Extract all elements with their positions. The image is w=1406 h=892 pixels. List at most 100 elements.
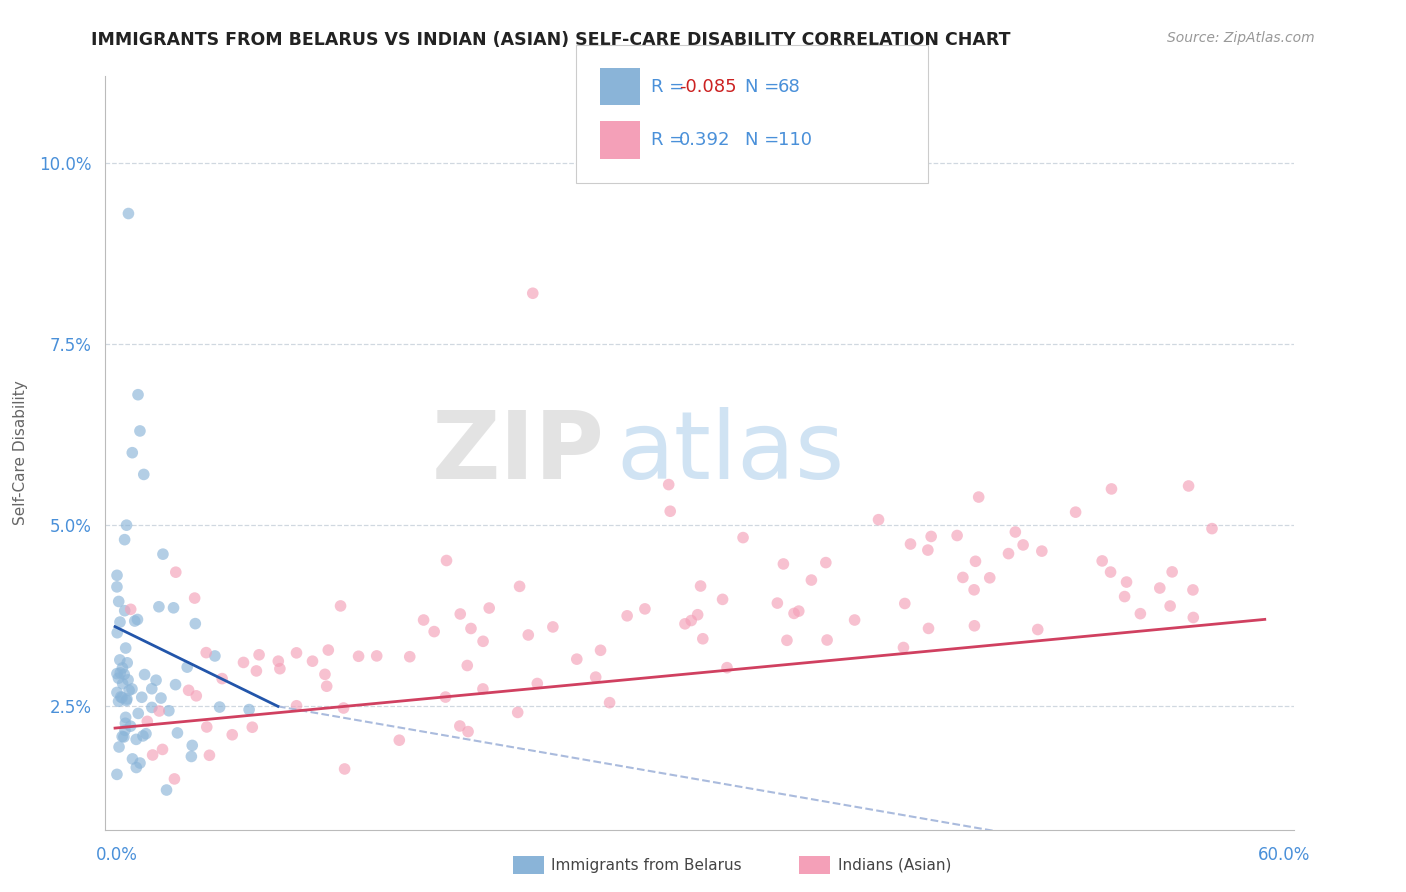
Point bbox=[114, 604, 136, 618]
Text: Immigrants from Belarus: Immigrants from Belarus bbox=[551, 858, 742, 872]
Point bbox=[135, 727, 157, 741]
Point bbox=[134, 667, 156, 681]
Point bbox=[127, 387, 149, 401]
Text: -0.085: -0.085 bbox=[679, 78, 737, 95]
Point bbox=[131, 690, 153, 705]
Point bbox=[1012, 538, 1035, 552]
Point bbox=[658, 477, 681, 491]
Point bbox=[478, 601, 501, 615]
Point bbox=[120, 602, 142, 616]
Point bbox=[711, 592, 734, 607]
Point bbox=[110, 690, 132, 704]
Point bbox=[121, 446, 143, 460]
Point bbox=[115, 656, 138, 670]
Point bbox=[844, 613, 866, 627]
Text: atlas: atlas bbox=[616, 407, 845, 499]
Point bbox=[183, 591, 205, 605]
Point bbox=[121, 752, 143, 766]
Point bbox=[301, 654, 323, 668]
Point bbox=[673, 616, 696, 631]
Point bbox=[142, 747, 165, 762]
Point bbox=[120, 719, 142, 733]
Point bbox=[1181, 582, 1204, 597]
Point bbox=[117, 673, 139, 687]
Text: Source: ZipAtlas.com: Source: ZipAtlas.com bbox=[1167, 31, 1315, 45]
Point bbox=[366, 648, 388, 663]
Point bbox=[963, 582, 986, 597]
Point bbox=[471, 681, 494, 696]
Point bbox=[1177, 479, 1199, 493]
Point bbox=[115, 693, 138, 707]
Point bbox=[111, 730, 134, 744]
Point bbox=[1161, 565, 1184, 579]
Point bbox=[565, 652, 588, 666]
Point bbox=[198, 748, 221, 763]
Point bbox=[716, 661, 738, 675]
Point bbox=[145, 673, 167, 688]
Point bbox=[893, 640, 915, 655]
Point bbox=[952, 570, 974, 584]
Point bbox=[681, 614, 703, 628]
Text: N =: N = bbox=[745, 78, 785, 95]
Point bbox=[112, 667, 135, 681]
Point bbox=[517, 628, 540, 642]
Point bbox=[963, 619, 986, 633]
Point bbox=[967, 490, 990, 504]
Text: 0.392: 0.392 bbox=[679, 131, 731, 149]
Point bbox=[111, 661, 134, 675]
Point bbox=[449, 719, 471, 733]
Point bbox=[163, 772, 186, 786]
Point bbox=[211, 672, 233, 686]
Point bbox=[118, 683, 141, 698]
Point bbox=[115, 518, 138, 533]
Point bbox=[112, 730, 135, 744]
Point bbox=[152, 547, 174, 561]
Point bbox=[127, 612, 149, 626]
Point bbox=[423, 624, 446, 639]
Point bbox=[150, 691, 173, 706]
Point bbox=[127, 706, 149, 721]
Point bbox=[1149, 581, 1171, 595]
Point bbox=[105, 666, 128, 681]
Point bbox=[111, 676, 134, 690]
Point bbox=[107, 694, 129, 708]
Point bbox=[1182, 610, 1205, 624]
Point bbox=[148, 704, 170, 718]
Point bbox=[457, 724, 479, 739]
Text: 110: 110 bbox=[778, 131, 811, 149]
Text: Indians (Asian): Indians (Asian) bbox=[838, 858, 952, 872]
Point bbox=[165, 565, 187, 579]
Point bbox=[121, 681, 143, 696]
Point bbox=[115, 692, 138, 706]
Point bbox=[599, 696, 621, 710]
Point bbox=[1004, 524, 1026, 539]
Point bbox=[195, 720, 218, 734]
Text: 60.0%: 60.0% bbox=[1258, 846, 1310, 863]
Point bbox=[526, 676, 548, 690]
Point bbox=[204, 648, 226, 663]
Point bbox=[132, 467, 155, 482]
Text: R =: R = bbox=[651, 78, 690, 95]
Point bbox=[509, 579, 531, 593]
Point bbox=[136, 714, 159, 729]
Point bbox=[434, 690, 457, 704]
Point bbox=[522, 286, 544, 301]
Point bbox=[1114, 590, 1136, 604]
Point bbox=[689, 579, 711, 593]
Point bbox=[783, 607, 806, 621]
Point bbox=[181, 739, 204, 753]
Point bbox=[247, 648, 270, 662]
Point bbox=[238, 703, 260, 717]
Point bbox=[114, 716, 136, 731]
Point bbox=[436, 553, 458, 567]
Point bbox=[129, 756, 152, 770]
Point bbox=[772, 557, 794, 571]
Point bbox=[616, 608, 638, 623]
Point bbox=[946, 528, 969, 542]
Point bbox=[766, 596, 789, 610]
Point bbox=[979, 571, 1001, 585]
Point bbox=[1099, 565, 1122, 579]
Point bbox=[815, 633, 838, 648]
Point bbox=[776, 633, 799, 648]
Point bbox=[111, 690, 134, 705]
